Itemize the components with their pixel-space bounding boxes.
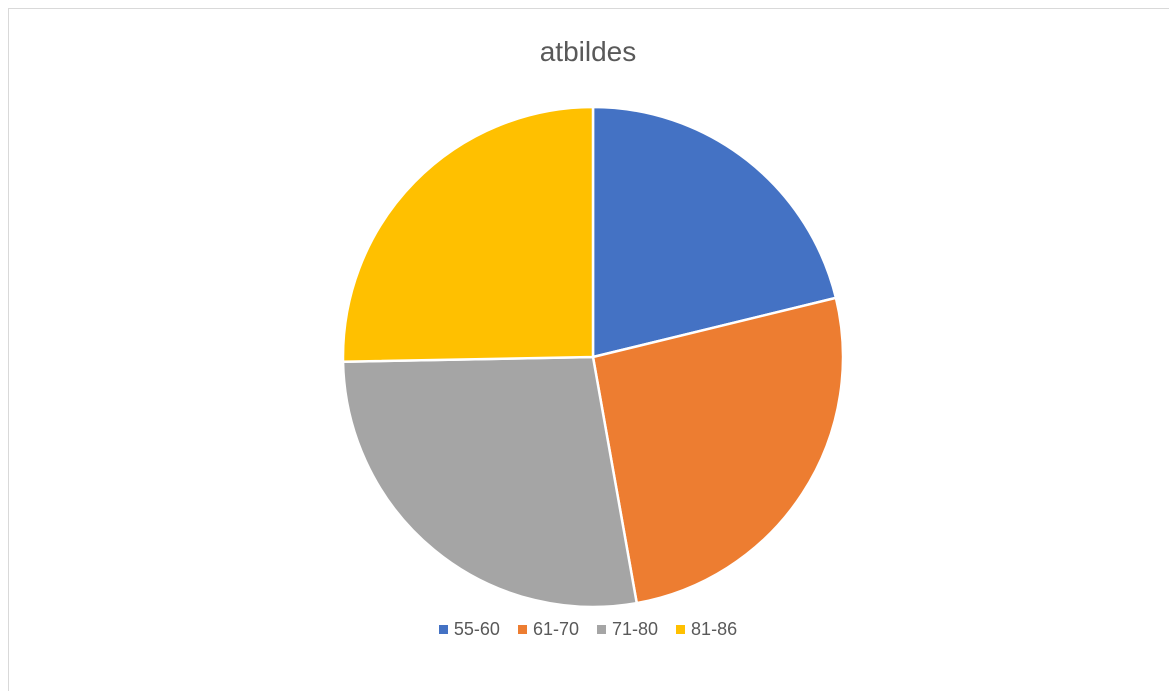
pie-slice-71-80 xyxy=(341,355,639,609)
pie-slice-81-86 xyxy=(341,105,595,363)
legend-swatch xyxy=(438,625,448,634)
legend-label: 71-80 xyxy=(612,619,659,639)
pie-slice-55-60 xyxy=(591,105,838,359)
legend-entry-81-86: 81-86 xyxy=(676,619,737,640)
legend-swatch xyxy=(676,625,686,634)
legend-label: 61-70 xyxy=(532,619,579,639)
legend-entry-61-70: 61-70 xyxy=(517,619,579,640)
legend-swatch xyxy=(597,625,606,634)
legend-swatch xyxy=(517,625,527,634)
legend-label: 81-86 xyxy=(691,619,738,639)
chart-legend: 55-60 61-70 71-80 81-86 xyxy=(0,619,1169,640)
legend-entry-71-80: 71-80 xyxy=(597,619,658,640)
legend-entry-55-60: 55-60 xyxy=(438,619,500,640)
legend-label: 55-60 xyxy=(453,619,500,639)
pie-slice-61-70 xyxy=(591,296,845,605)
chart-title: atbildes xyxy=(539,36,637,67)
